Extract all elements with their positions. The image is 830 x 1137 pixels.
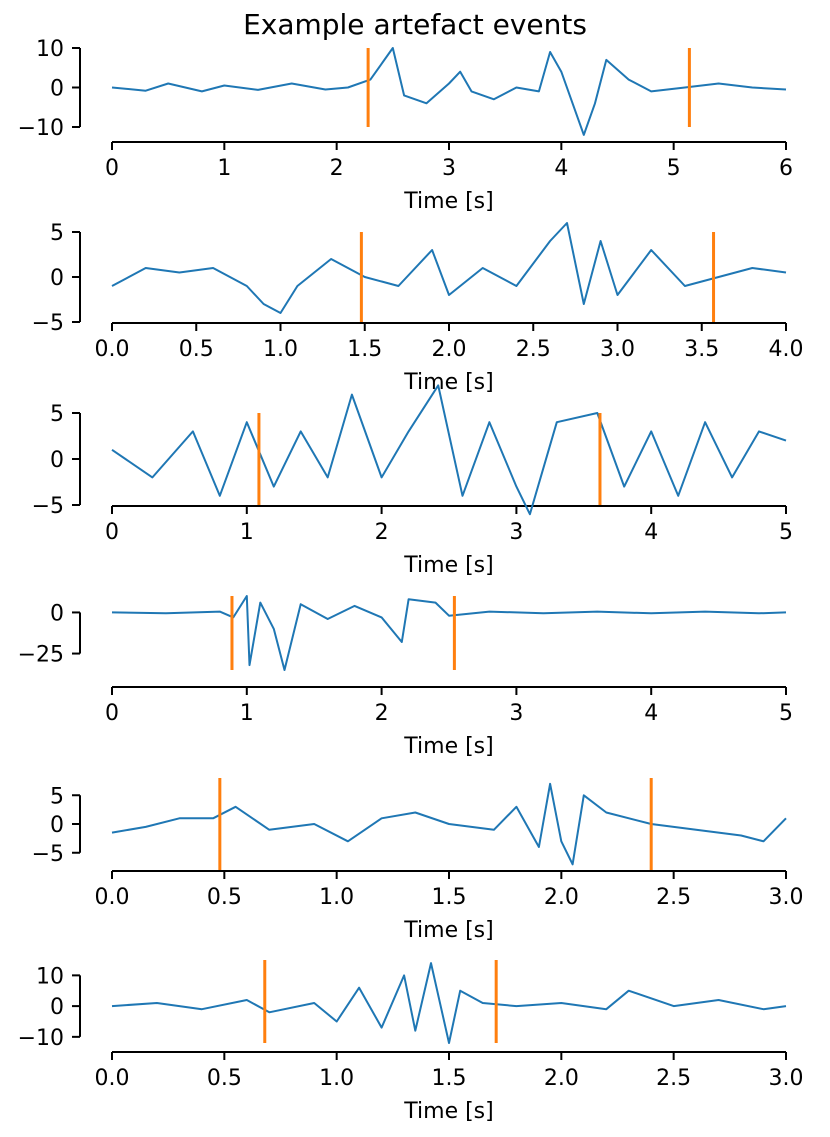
- x-tick-label: 4: [554, 156, 568, 181]
- x-tick-label: 0: [105, 156, 119, 181]
- signal-line: [111, 962, 787, 1044]
- x-tick-label: 3: [509, 520, 523, 545]
- x-tick-label: 2: [375, 701, 389, 726]
- y-tick-label: 0: [50, 601, 64, 626]
- y-tick-label: 0: [50, 266, 64, 291]
- x-tick-label: 5: [667, 156, 681, 181]
- x-tick-label: 3.5: [684, 337, 719, 362]
- panel-6: 10 0 −10 0.0 0.5 1.0 1.5 2.0 2.5 3.0 Time [s]: [18, 960, 804, 1124]
- x-tick-label: 0.5: [207, 885, 242, 910]
- x-tick-label: 5: [779, 701, 793, 726]
- x-tick-label: 0.5: [179, 337, 214, 362]
- y-tick-label: 0: [50, 995, 64, 1020]
- x-tick-label: 1: [217, 156, 231, 181]
- signal-line: [111, 782, 787, 866]
- panel-1: 10 0 −10 0 1 2 3 4 5 6 Time [s]: [18, 37, 793, 214]
- y-tick-label: −10: [18, 1026, 64, 1051]
- y-tick-label: −5: [32, 842, 64, 867]
- x-tick-label: 0.0: [95, 885, 130, 910]
- y-tick-label: 0: [50, 77, 64, 102]
- y-tick-label: 5: [50, 221, 64, 246]
- y-tick-label: −25: [18, 643, 64, 668]
- x-tick-label: 1.0: [319, 1066, 354, 1091]
- x-tick-label: 1.0: [319, 885, 354, 910]
- x-axis-label: Time [s]: [403, 1099, 493, 1124]
- y-tick-label: 10: [36, 964, 64, 989]
- y-tick-label: 5: [50, 784, 64, 809]
- signal-line: [111, 595, 787, 671]
- y-tick-label: −5: [32, 494, 64, 519]
- panel-3: 5 0 −5 0 1 2 3 4 5 Time [s]: [32, 384, 793, 578]
- x-axis-label: Time [s]: [403, 189, 493, 214]
- x-tick-label: 0: [105, 520, 119, 545]
- y-tick-label: 5: [50, 402, 64, 427]
- x-tick-label: 1.0: [263, 337, 298, 362]
- x-tick-label: 1.5: [347, 337, 382, 362]
- x-tick-label: 2.0: [432, 337, 467, 362]
- x-tick-label: 4: [644, 520, 658, 545]
- y-tick-label: 10: [36, 37, 64, 62]
- x-tick-label: 6: [779, 156, 793, 181]
- signal-line: [111, 222, 787, 314]
- x-tick-label: 3.0: [769, 1066, 804, 1091]
- x-tick-label: 5: [779, 520, 793, 545]
- x-tick-label: 0.0: [95, 1066, 130, 1091]
- panel-4: 0 −25 0 1 2 3 4 5 Time [s]: [18, 595, 793, 759]
- x-tick-label: 3.0: [600, 337, 635, 362]
- x-axis-label: Time [s]: [403, 370, 493, 395]
- x-tick-label: 2.5: [656, 1066, 691, 1091]
- y-tick-label: −10: [18, 116, 64, 141]
- x-tick-label: 2.5: [516, 337, 551, 362]
- x-tick-label: 0.0: [95, 337, 130, 362]
- x-tick-label: 3.0: [769, 885, 804, 910]
- x-tick-label: 2: [330, 156, 344, 181]
- x-tick-label: 0: [105, 701, 119, 726]
- x-tick-label: 4: [644, 701, 658, 726]
- x-tick-label: 2.5: [656, 885, 691, 910]
- x-tick-label: 2: [375, 520, 389, 545]
- y-tick-label: −5: [32, 311, 64, 336]
- figure-title: Example artefact events: [243, 8, 587, 41]
- y-tick-label: 0: [50, 813, 64, 838]
- x-tick-label: 2.0: [544, 1066, 579, 1091]
- x-tick-label: 1: [240, 520, 254, 545]
- x-tick-label: 1: [240, 701, 254, 726]
- x-tick-label: 1.5: [432, 885, 467, 910]
- signal-line: [111, 384, 787, 516]
- x-axis-label: Time [s]: [403, 553, 493, 578]
- x-tick-label: 1.5: [432, 1066, 467, 1091]
- x-tick-label: 3: [442, 156, 456, 181]
- x-tick-label: 2.0: [544, 885, 579, 910]
- x-tick-label: 0.5: [207, 1066, 242, 1091]
- x-tick-label: 3: [509, 701, 523, 726]
- x-axis-label: Time [s]: [403, 918, 493, 943]
- panel-5: 5 0 −5 0.0 0.5 1.0 1.5 2.0 2.5 3.0 Time [s]: [32, 778, 804, 943]
- panel-2: 5 0 −5 0.0 0.5 1.0 1.5 2.0 2.5 3.0 3.5 4.0 Time [s]: [32, 221, 804, 395]
- signal-line: [111, 47, 787, 136]
- x-tick-label: 4.0: [769, 337, 804, 362]
- y-tick-label: 0: [50, 448, 64, 473]
- x-axis-label: Time [s]: [403, 734, 493, 759]
